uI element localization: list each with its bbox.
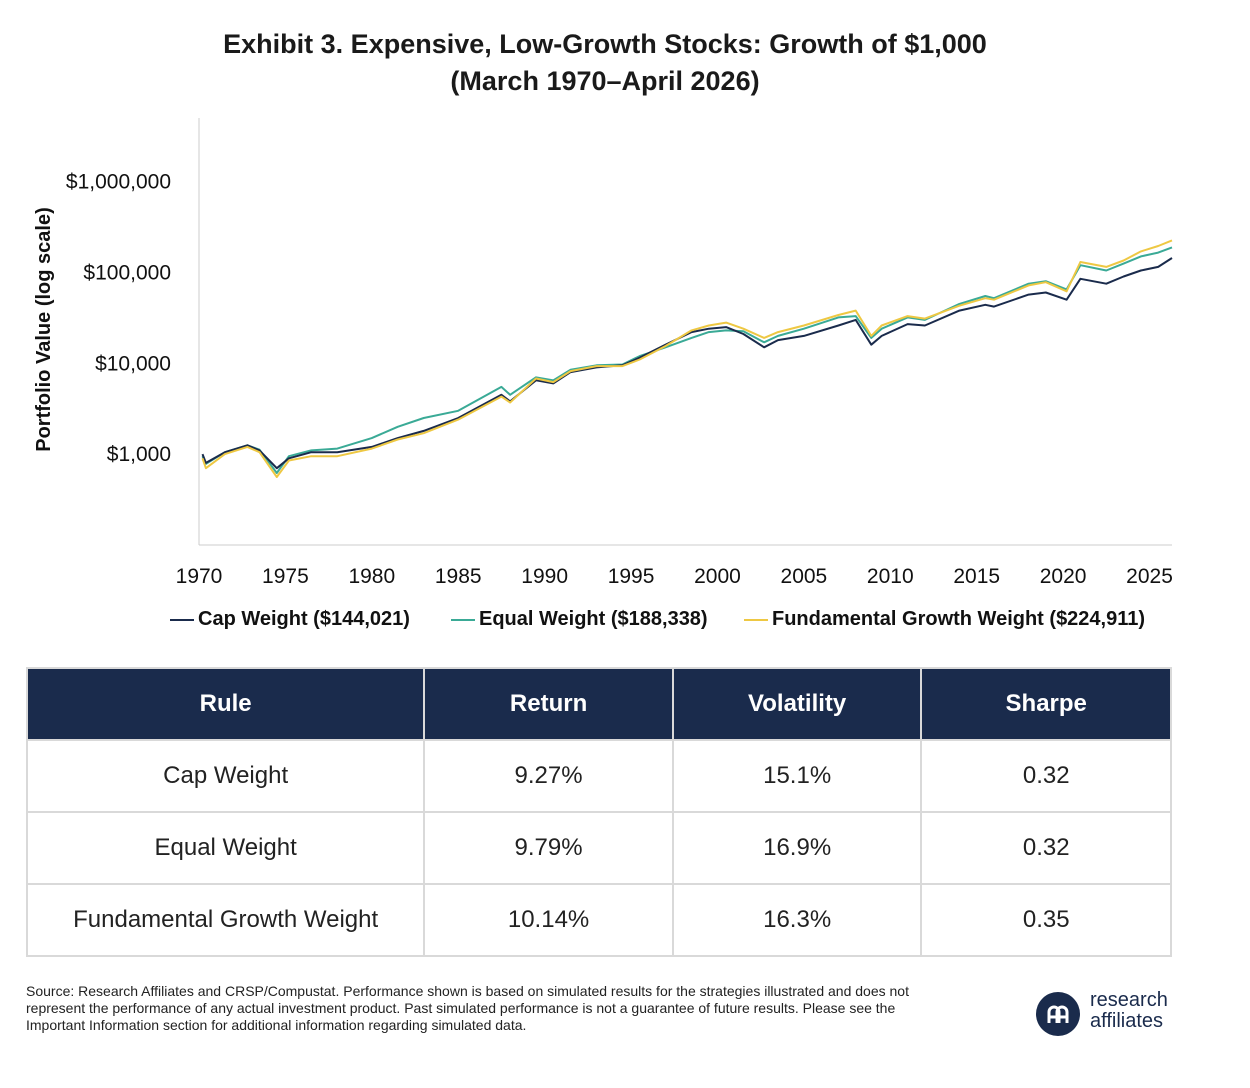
logo-line-1: research <box>1090 989 1168 1011</box>
source-note: Source: Research Affiliates and CRSP/Com… <box>26 983 909 1033</box>
x-tick-label: 2015 <box>953 565 1000 588</box>
legend-label-equal: Equal Weight ($188,338) <box>479 608 708 630</box>
y-tick-label: $1,000 <box>107 443 171 466</box>
series-line-0 <box>201 257 1173 470</box>
legend-label-cap: Cap Weight ($144,021) <box>198 608 410 630</box>
header-return: Return <box>423 667 674 741</box>
logo-text: research affiliates <box>1090 990 1168 1032</box>
table-header-row: Rule Return Volatility Sharpe <box>25 667 1172 741</box>
header-sharpe: Sharpe <box>920 667 1172 741</box>
title-line-2: (March 1970–April 2026) <box>450 66 760 96</box>
logo-mark-icon <box>1036 992 1080 1036</box>
x-tick-label: 1970 <box>176 565 223 588</box>
legend-item-fundamental: Fundamental Growth Weight ($224,911) <box>744 608 1145 631</box>
x-tick-label: 1985 <box>435 565 482 588</box>
x-tick-label: 2020 <box>1040 565 1087 588</box>
header-volatility: Volatility <box>671 667 923 741</box>
x-tick-label: 2025 <box>1126 565 1173 588</box>
series-line-2 <box>201 239 1173 478</box>
cell-rule: Cap Weight <box>25 739 426 813</box>
legend-item-equal: Equal Weight ($188,338) <box>451 608 708 631</box>
x-tick-label: 2000 <box>694 565 741 588</box>
table-row: Equal Weight 9.79% 16.9% 0.32 <box>25 811 1172 885</box>
cell-sharpe: 0.35 <box>920 883 1172 957</box>
cell-return: 9.79% <box>423 811 674 885</box>
x-tick-label: 1980 <box>348 565 395 588</box>
legend-swatch-fundamental <box>744 618 768 621</box>
header-rule: Rule <box>25 667 426 741</box>
cell-volatility: 16.3% <box>671 883 923 957</box>
legend-item-cap: Cap Weight ($144,021) <box>170 608 410 631</box>
results-table: Rule Return Volatility Sharpe Cap Weight… <box>25 667 1172 957</box>
cell-sharpe: 0.32 <box>920 739 1172 813</box>
cell-return: 9.27% <box>423 739 674 813</box>
title-line-1: Exhibit 3. Expensive, Low-Growth Stocks:… <box>223 29 987 59</box>
cell-volatility: 15.1% <box>671 739 923 813</box>
line-chart: $1,000 $10,000 $100,000 $1,000,000 1970 1975 1… <box>33 118 1173 588</box>
y-tick-label: $100,000 <box>83 261 171 284</box>
chart-title: Exhibit 3. Expensive, Low-Growth Stocks:… <box>0 26 1210 100</box>
y-tick-label: $1,000,000 <box>66 171 171 194</box>
logo-glyph-icon <box>1047 1005 1069 1023</box>
series-line-1 <box>201 246 1173 474</box>
x-tick-label: 1990 <box>521 565 568 588</box>
cell-sharpe: 0.32 <box>920 811 1172 885</box>
x-tick-label: 2005 <box>781 565 828 588</box>
legend-swatch-cap <box>170 618 194 621</box>
x-tick-label: 1995 <box>608 565 655 588</box>
legend-swatch-equal <box>451 618 475 621</box>
x-tick-label: 1975 <box>262 565 309 588</box>
cell-rule: Equal Weight <box>25 811 426 885</box>
cell-return: 10.14% <box>423 883 674 957</box>
research-affiliates-logo: research affiliates <box>1036 990 1186 1040</box>
cell-volatility: 16.9% <box>671 811 923 885</box>
table-row: Fundamental Growth Weight 10.14% 16.3% 0… <box>25 883 1172 957</box>
cell-rule: Fundamental Growth Weight <box>25 883 426 957</box>
legend-label-fundamental: Fundamental Growth Weight ($224,911) <box>772 608 1146 630</box>
y-tick-label: $10,000 <box>95 352 171 375</box>
x-tick-label: 2010 <box>867 565 914 588</box>
logo-line-2: affiliates <box>1090 1010 1164 1032</box>
table-row: Cap Weight 9.27% 15.1% 0.32 <box>25 739 1172 813</box>
y-axis-label: Portfolio Value (log scale) <box>33 207 55 452</box>
chart-legend: Cap Weight ($144,021) Equal Weight ($188… <box>0 608 1250 638</box>
